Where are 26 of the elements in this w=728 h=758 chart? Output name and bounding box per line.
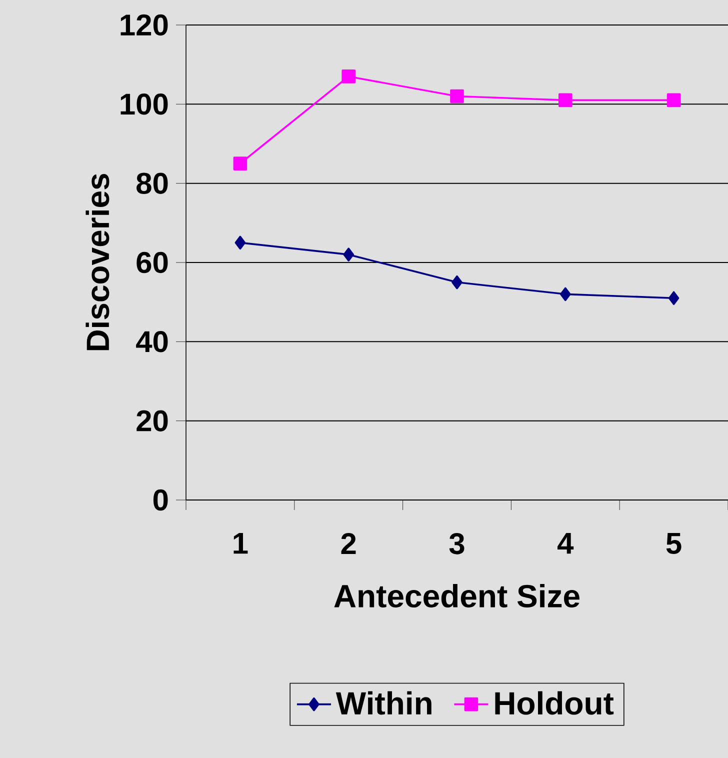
legend-label: Within bbox=[336, 691, 432, 715]
y-tick-label: 120 bbox=[120, 14, 168, 36]
legend-label: Holdout bbox=[495, 691, 614, 715]
y-axis-title: Discoveries bbox=[85, 174, 109, 350]
point bbox=[451, 275, 462, 290]
point bbox=[450, 89, 464, 104]
y-tick-label: 80 bbox=[136, 172, 168, 194]
point bbox=[234, 236, 246, 250]
x-tick-label: 1 bbox=[233, 533, 248, 554]
y-tick-label: 0 bbox=[153, 489, 168, 511]
x-axis-title: Antecedent Size bbox=[334, 584, 580, 608]
y-tick-label: 20 bbox=[136, 410, 168, 432]
point bbox=[666, 93, 680, 108]
point bbox=[342, 248, 354, 262]
x-tick-label: 4 bbox=[557, 533, 574, 554]
y-tick-label: 40 bbox=[136, 331, 168, 352]
point bbox=[341, 70, 356, 84]
y-tick-label: 100 bbox=[120, 94, 168, 115]
point bbox=[233, 156, 247, 170]
x-tick-label: 5 bbox=[666, 533, 682, 554]
point bbox=[558, 93, 572, 108]
x-tick-label: 3 bbox=[449, 533, 464, 554]
x-tick-label: 2 bbox=[341, 533, 356, 554]
point bbox=[668, 291, 679, 306]
point bbox=[560, 287, 571, 302]
y-tick-label: 60 bbox=[136, 252, 168, 274]
